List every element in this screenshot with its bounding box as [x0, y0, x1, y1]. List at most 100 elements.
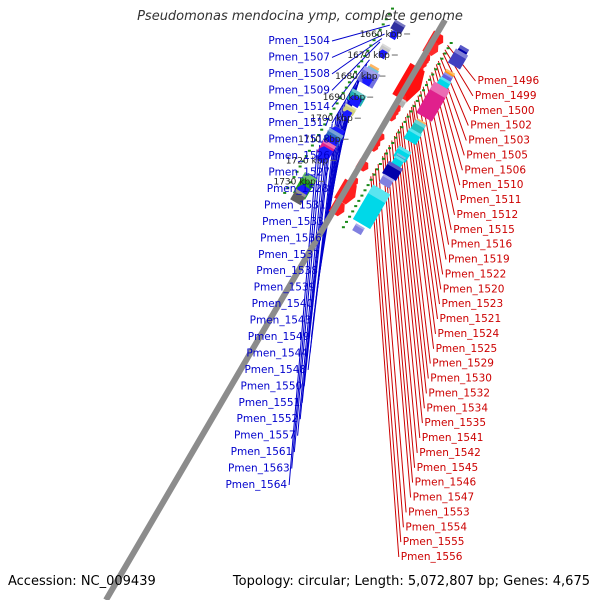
scale-tick-dot: [375, 168, 379, 171]
gene-box-highlight: [445, 68, 456, 76]
scale-tick-dot: [437, 63, 441, 65]
scale-kbp-label: 1660 kbp: [360, 30, 403, 40]
scale-tick-dot: [415, 99, 419, 102]
gene-label: Pmen_1509: [268, 84, 330, 96]
gene-box-highlight: [394, 155, 405, 163]
scale-tick-dot: [366, 49, 370, 52]
gene-box-highlight: [362, 65, 381, 79]
scale-tick-dot: [391, 7, 394, 10]
gene-feature: [349, 94, 363, 109]
gene-leader-line: [374, 168, 404, 528]
scale-tick-dot: [434, 68, 438, 71]
scale-tick-dot: [360, 60, 364, 63]
gene-box: [290, 188, 307, 206]
gene-feature: [352, 223, 365, 236]
scale-tick-dot: [289, 181, 293, 184]
scale-tick-dot: [317, 134, 321, 136]
gene-box-highlight: [381, 43, 392, 51]
scale-tick-dot: [372, 39, 376, 42]
scale-tick-dot: [381, 157, 385, 160]
gene-feature: [342, 103, 357, 117]
gene-label: Pmen_1502: [470, 120, 532, 132]
gene-label: Pmen_1553: [408, 506, 470, 518]
gene-leader-line: [386, 149, 416, 468]
genome-backbone: [103, 18, 448, 600]
scale-tick-dot: [295, 170, 299, 173]
gene-label: Pmen_1541: [422, 432, 484, 444]
gene-leader-line: [405, 116, 435, 349]
scale-tick-dot: [307, 149, 311, 152]
gene-box-highlight: [443, 72, 454, 79]
gene-feature: [343, 109, 353, 120]
gene-leader-line: [397, 129, 427, 394]
gene-leader-line: [399, 125, 429, 379]
scale-tick-dot: [440, 57, 444, 60]
scale-tick-dot: [418, 94, 422, 97]
gene-leader-line: [370, 176, 400, 558]
gene-label: Pmen_1556: [401, 551, 463, 563]
gene-box-highlight: [416, 118, 427, 126]
scale-kbp-label: 1680 kbp: [335, 72, 378, 82]
gene-box-highlight: [345, 103, 357, 112]
gene-label: Pmen_1523: [442, 298, 504, 310]
scale-kbp-label: 1670 kbp: [347, 51, 390, 61]
scale-tick-dot: [354, 205, 358, 208]
scale-tick-dot: [363, 189, 367, 192]
gene-box: [435, 76, 452, 91]
gene-feature: [317, 153, 328, 164]
gene-leader-line: [382, 156, 412, 498]
gene-label: Pmen_1554: [405, 521, 467, 533]
gene-label: Pmen_1545: [417, 462, 479, 474]
gene-leader-line: [444, 49, 474, 97]
scale-tick-dot: [341, 226, 345, 229]
gene-label: Pmen_1533: [262, 216, 324, 228]
gene-label: Pmen_1526: [268, 150, 330, 162]
gene-feature: [435, 76, 452, 91]
gene-box: [378, 43, 392, 56]
scale-kbp-label: 1710 kbp: [298, 135, 341, 145]
gene-leader-line: [391, 140, 421, 439]
scale-tick-dot: [412, 105, 416, 108]
gene-leader-line: [331, 38, 383, 75]
gene-label: Pmen_1520: [443, 283, 505, 295]
gene-feature: [352, 184, 391, 230]
scale-tick-dot: [381, 23, 385, 26]
gene-feature: [378, 173, 395, 189]
gene-label: Pmen_1561: [231, 446, 293, 458]
scale-tick-dot: [369, 44, 373, 47]
scale-tick-dot: [351, 210, 355, 213]
scale-tick-dot: [391, 142, 395, 144]
gene-leader-line: [293, 140, 323, 453]
gene-label: Pmen_1551: [239, 397, 301, 409]
scale-tick-dot: [422, 89, 425, 92]
scale-tick-dot: [283, 191, 287, 194]
gene-label: Pmen_1504: [268, 35, 330, 47]
scale-tick-dot: [369, 178, 373, 181]
gene-label: Pmen_1546: [415, 477, 477, 489]
gene-box-highlight: [322, 139, 337, 150]
gene-feature: [390, 19, 406, 35]
scale-tick-dot: [357, 65, 361, 68]
scale-tick-dot: [449, 42, 453, 44]
gene-feature: [416, 81, 450, 122]
gene-label: Pmen_1549: [248, 331, 310, 343]
gene-box-highlight: [458, 44, 470, 53]
gene-leader-line: [307, 116, 337, 370]
scale-tick-dot: [384, 18, 388, 21]
topology-stats-text: Topology: circular; Length: 5,072,807 bp…: [232, 574, 590, 589]
map-title: Pseudomonas mendocina ymp, complete geno…: [137, 9, 463, 24]
scale-tick-dot: [403, 120, 407, 123]
gene-label: Pmen_1557: [234, 430, 296, 442]
scale-tick-dot: [314, 139, 317, 142]
gene-arrow: [378, 49, 388, 60]
gene-box-highlight: [355, 223, 365, 230]
scale-tick-dot: [425, 84, 428, 87]
scale-tick-dot: [443, 52, 447, 55]
scale-tick-dot: [326, 118, 330, 121]
gene-feature: [403, 127, 422, 146]
gene-label: Pmen_1519: [448, 254, 510, 266]
scale-tick-dot: [388, 147, 392, 150]
scale-tick-dot: [338, 97, 342, 100]
scale-tick-dot: [366, 184, 370, 187]
gene-feature: [440, 72, 454, 84]
